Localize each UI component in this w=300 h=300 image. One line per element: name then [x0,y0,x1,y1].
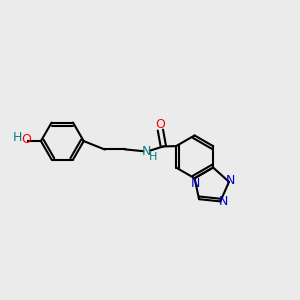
Text: N: N [191,177,200,190]
Text: O: O [21,133,31,146]
Text: H: H [13,131,22,144]
Text: N: N [219,195,229,208]
Text: H: H [149,152,157,162]
Text: N: N [226,174,235,187]
Text: O: O [155,118,165,131]
Text: N: N [142,145,152,158]
